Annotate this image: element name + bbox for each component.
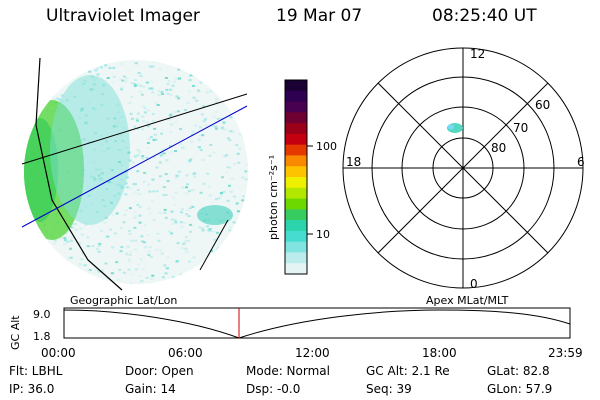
altitude-timeline: Geographic Lat/Lon Apex MLat/MLT GC Alt …	[9, 294, 583, 360]
colorbar-segment	[285, 166, 307, 178]
timeline-tick-0000: 00:00	[41, 346, 76, 360]
colorbar-segment	[285, 101, 307, 113]
status-ip: IP: 36.0	[9, 382, 55, 396]
status-glon: GLon: 57.9	[487, 382, 553, 396]
polar-label-60: 60	[535, 98, 550, 112]
colorbar-segment	[285, 241, 307, 254]
colorbar-segment	[285, 80, 307, 92]
timeline-left-title: Geographic Lat/Lon	[70, 294, 177, 307]
colorbar: 100 10 photon cm⁻²s⁻¹	[267, 79, 337, 275]
colorbar-segment	[285, 220, 307, 232]
polar-label-18: 18	[346, 155, 361, 169]
timeline-y-bottom: 1.8	[33, 330, 51, 343]
status-seq: Seq: 39	[366, 382, 412, 396]
status-dsp: Dsp: -0.0	[246, 382, 301, 396]
colorbar-segment	[285, 209, 307, 221]
earth-image	[21, 57, 248, 291]
colorbar-segment	[285, 198, 307, 210]
colorbar-segment	[285, 133, 307, 146]
timeline-tick-1800: 18:00	[422, 346, 457, 360]
colorbar-tick-10: 10	[316, 228, 330, 241]
polar-plot: 12 60 70 80 18 6 0	[342, 47, 585, 291]
colorbar-segment	[285, 263, 307, 275]
polar-label-0: 0	[470, 277, 478, 291]
polar-label-80: 80	[491, 141, 506, 155]
timeline-tick-0600: 06:00	[168, 346, 203, 360]
colorbar-segment	[285, 230, 307, 243]
timeline-axis-label: GC Alt	[9, 315, 22, 350]
status-gain: Gain: 14	[125, 382, 176, 396]
timeline-tick-1200: 12:00	[295, 346, 330, 360]
time-label: 08:25:40 UT	[432, 6, 537, 26]
polar-label-12: 12	[470, 47, 485, 61]
colorbar-segment	[285, 155, 307, 167]
timeline-y-top: 9.0	[33, 308, 51, 321]
colorbar-segment	[285, 144, 307, 157]
status-glat: GLat: 82.8	[487, 364, 550, 378]
colorbar-tick-100: 100	[316, 140, 337, 153]
colorbar-segment	[285, 112, 307, 124]
colorbar-segment	[285, 90, 307, 103]
colorbar-segment	[285, 177, 307, 189]
status-gc-alt: GC Alt: 2.1 Re	[366, 364, 450, 378]
timeline-right-title: Apex MLat/MLT	[426, 294, 509, 307]
app-title: Ultraviolet Imager	[46, 6, 200, 26]
date-label: 19 Mar 07	[276, 6, 363, 26]
colorbar-unit-label: photon cm⁻²s⁻¹	[267, 155, 280, 240]
status-mode: Mode: Normal	[246, 364, 330, 378]
colorbar-segment	[285, 123, 307, 135]
colorbar-segment	[285, 252, 307, 264]
colorbar-segment	[285, 187, 307, 200]
polar-label-70: 70	[513, 121, 528, 135]
polar-label-6: 6	[577, 155, 585, 169]
status-door: Door: Open	[125, 364, 194, 378]
status-filter: Flt: LBHL	[9, 364, 63, 378]
timeline-tick-2359: 23:59	[548, 346, 583, 360]
